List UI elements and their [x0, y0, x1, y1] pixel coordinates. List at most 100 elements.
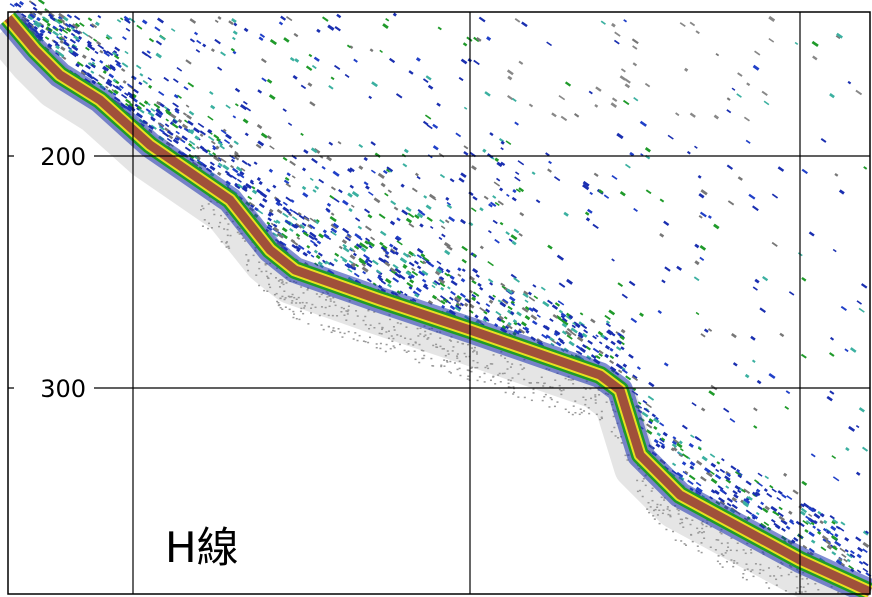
echo-shadow-dot [276, 301, 278, 303]
page: 200 300 H線 (() => { const data = JSON.pa… [0, 0, 872, 597]
echo-shadow-dot [357, 340, 359, 342]
echo-shadow-dot [500, 381, 502, 383]
echo-shadow-dot [508, 383, 510, 385]
echo-shadow-dot [573, 405, 575, 407]
echo-shadow-dot [484, 381, 486, 383]
echo-shadow-dot [680, 540, 682, 542]
echo-shadow-dot [430, 358, 432, 360]
echo-shadow-dot [568, 412, 570, 414]
echo-shadow-dot [404, 350, 406, 352]
echo-shadow-dot [513, 392, 515, 394]
echo-shadow-dot [648, 512, 650, 514]
echo-shadow-dot [454, 362, 456, 364]
echo-shadow-dot [545, 394, 547, 396]
echo-shadow-dot [746, 579, 748, 581]
echo-shadow-dot [479, 376, 481, 378]
echo-shadow-dot [726, 561, 728, 563]
echo-shadow-dot [765, 582, 767, 584]
echo-shadow-dot [443, 359, 445, 361]
echo-shadow-dot [556, 401, 558, 403]
depth-tick-label: 300 [40, 375, 86, 403]
echo-shadow-dot [431, 365, 433, 367]
echo-shadow-dot [380, 343, 382, 345]
echo-shadow-dot [572, 414, 574, 416]
echo-shadow-dot [298, 319, 300, 321]
echo-shadow-dot [531, 400, 533, 402]
echo-shadow-dot [446, 360, 448, 362]
echo-shadow-dot [565, 409, 567, 411]
echo-shadow-dot [517, 396, 519, 398]
echo-shadow-dot [459, 368, 461, 370]
echo-shadow-dot [285, 306, 287, 308]
echo-shadow-dot [494, 383, 496, 385]
echo-shadow-dot [471, 371, 473, 373]
echo-shadow-dot [732, 566, 734, 568]
echo-shadow-dot [376, 347, 378, 349]
echo-shadow-dot [300, 311, 302, 313]
echo-shadow-dot [654, 518, 656, 520]
echo-shadow-dot [418, 362, 420, 364]
echo-shadow-dot [367, 342, 369, 344]
echo-shadow-dot [363, 340, 365, 342]
echo-shadow-dot [548, 406, 550, 408]
echo-shadow-dot [414, 350, 416, 352]
echo-shadow-dot [399, 344, 401, 346]
echo-shadow-dot [768, 587, 770, 589]
echo-shadow-dot [338, 328, 340, 330]
echo-shadow-dot [505, 392, 507, 394]
echo-shadow-dot [467, 375, 469, 377]
echo-shadow-dot [542, 400, 544, 402]
echo-shadow-dot [302, 313, 304, 315]
echo-shadow-dot [292, 311, 294, 313]
echo-shadow-dot [281, 309, 283, 311]
echo-shadow-dot [574, 412, 576, 414]
echo-shadow-dot [354, 332, 356, 334]
echo-shadow-dot [550, 397, 552, 399]
echo-shadow-dot [672, 531, 674, 533]
echo-shadow-dot [321, 324, 323, 326]
echo-shadow-dot [722, 566, 724, 568]
echo-shadow-dot [701, 552, 703, 554]
echo-shadow-dot [685, 544, 687, 546]
echo-shadow-dot [512, 393, 514, 395]
echo-shadow-dot [675, 539, 677, 541]
echo-shadow-dot [390, 348, 392, 350]
echo-shadow-dot [421, 358, 423, 360]
echo-shadow-dot [484, 373, 486, 375]
echo-shadow-dot [341, 336, 343, 338]
echo-shadow-dot [293, 313, 295, 315]
echo-shadow-dot [359, 335, 361, 337]
echo-shadow-dot [581, 412, 583, 414]
echo-shadow-dot [580, 408, 582, 410]
echo-shadow-dot [365, 341, 367, 343]
echo-shadow-dot [328, 326, 330, 328]
echo-shadow-dot [742, 573, 744, 575]
echo-shadow-dot [443, 365, 445, 367]
echo-shadow-dot [289, 309, 291, 311]
echo-shadow-dot [369, 337, 371, 339]
echo-shadow-dot [753, 576, 755, 578]
echo-shadow-dot [280, 307, 282, 309]
echo-shadow-dot [583, 410, 585, 412]
echo-shadow-dot [207, 228, 209, 230]
echo-shadow-dot [659, 523, 661, 525]
echo-shadow-dot [339, 332, 341, 334]
echo-shadow-dot [684, 543, 686, 545]
echo-shadow-dot [459, 375, 461, 377]
line-label: H線 [165, 523, 239, 572]
echo-shadow-dot [717, 561, 719, 563]
echo-shadow-dot [393, 345, 395, 347]
echo-shadow-dot [697, 545, 699, 547]
echo-shadow-dot [470, 367, 472, 369]
echo-shadow-dot [533, 392, 535, 394]
echo-shadow-dot [467, 378, 469, 380]
echo-shadow-dot [415, 359, 417, 361]
echo-shadow-dot [323, 329, 325, 331]
echogram: 200 300 H線 [0, 0, 872, 597]
depth-tick-label: 200 [40, 143, 86, 171]
echo-shadow-dot [263, 290, 265, 292]
echo-shadow-dot [344, 333, 346, 335]
echo-shadow-dot [423, 355, 425, 357]
echo-shadow-dot [665, 529, 667, 531]
echo-shadow-dot [742, 577, 744, 579]
